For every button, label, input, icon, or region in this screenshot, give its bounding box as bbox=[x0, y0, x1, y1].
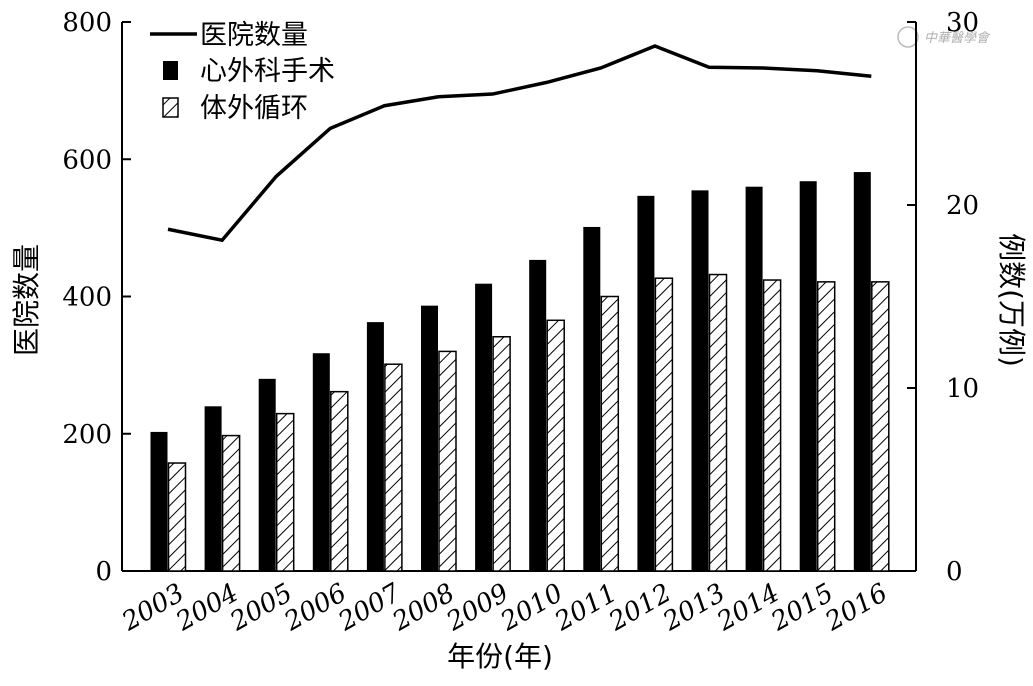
legend-hatched-swatch bbox=[162, 97, 179, 118]
bar-bypass bbox=[167, 462, 187, 572]
bar-heart-surgery bbox=[312, 353, 330, 571]
legend-label-hospital-count: 医院数量 bbox=[200, 20, 308, 51]
bar-bypass bbox=[816, 281, 836, 572]
watermark-text: 中華醫學會 bbox=[924, 31, 991, 46]
bar-heart-surgery bbox=[421, 305, 438, 571]
watermark-seal-icon bbox=[897, 26, 919, 48]
bar-bypass bbox=[330, 390, 349, 572]
bar-heart-surgery bbox=[150, 431, 168, 571]
bar-heart-surgery bbox=[853, 172, 871, 571]
left-axis-ticks: 0 200 400 600 800 bbox=[62, 8, 131, 587]
bar-bypass bbox=[221, 434, 241, 572]
bar-bypass bbox=[654, 277, 674, 572]
left-tick-label: 600 bbox=[62, 145, 112, 175]
bar-bypass bbox=[762, 279, 782, 572]
bar-heart-surgery bbox=[583, 226, 601, 571]
bar-heart-surgery bbox=[258, 378, 276, 571]
left-tick-label: 200 bbox=[62, 420, 112, 450]
legend-label-bypass: 体外循环 bbox=[200, 93, 308, 124]
x-axis-title: 年份(年) bbox=[447, 640, 553, 673]
x-tick-label: 2016 bbox=[820, 578, 893, 638]
legend-label-heart-surgery: 心外科手术 bbox=[200, 56, 335, 87]
bar-heart-surgery bbox=[691, 190, 709, 572]
bar-heart-surgery bbox=[799, 181, 817, 571]
series-cardiopulmonary-bypass bbox=[167, 273, 890, 572]
bar-heart-surgery bbox=[529, 259, 547, 571]
right-tick-label: 10 bbox=[946, 374, 979, 404]
x-axis-ticks: 2003200420052006200720082009201020112012… bbox=[116, 578, 892, 638]
bar-heart-surgery bbox=[475, 283, 493, 571]
right-axis-ticks: 0 10 20 30 bbox=[907, 8, 979, 587]
bar-bypass bbox=[492, 336, 511, 572]
bar-bypass bbox=[384, 363, 403, 572]
bar-bypass bbox=[275, 412, 295, 572]
bar-heart-surgery bbox=[745, 186, 763, 571]
left-tick-label: 800 bbox=[62, 8, 112, 38]
right-tick-label: 30 bbox=[946, 8, 979, 38]
bar-bypass bbox=[871, 281, 890, 572]
series-hospital-count bbox=[167, 44, 872, 243]
watermark: 中華醫學會 bbox=[897, 26, 991, 48]
left-tick-label: 0 bbox=[95, 557, 112, 587]
bar-bypass bbox=[546, 319, 565, 572]
bar-bypass bbox=[438, 350, 457, 572]
legend: 医院数量 心外科手术 体外循环 bbox=[150, 20, 335, 124]
left-axis-title: 医院数量 bbox=[10, 244, 43, 356]
line-hospital-count bbox=[167, 44, 872, 243]
bar-bypass bbox=[600, 295, 620, 572]
bar-heart-surgery bbox=[204, 406, 222, 571]
right-axis-title: 例数(万例) bbox=[995, 233, 1028, 367]
left-tick-label: 400 bbox=[62, 283, 112, 313]
bar-heart-surgery bbox=[637, 195, 655, 571]
bar-bypass bbox=[708, 273, 728, 572]
legend-solid-swatch bbox=[163, 61, 178, 80]
right-tick-label: 20 bbox=[946, 191, 979, 221]
series-heart-surgery bbox=[150, 172, 871, 572]
bar-heart-surgery bbox=[366, 322, 384, 571]
right-tick-label: 0 bbox=[946, 557, 963, 587]
